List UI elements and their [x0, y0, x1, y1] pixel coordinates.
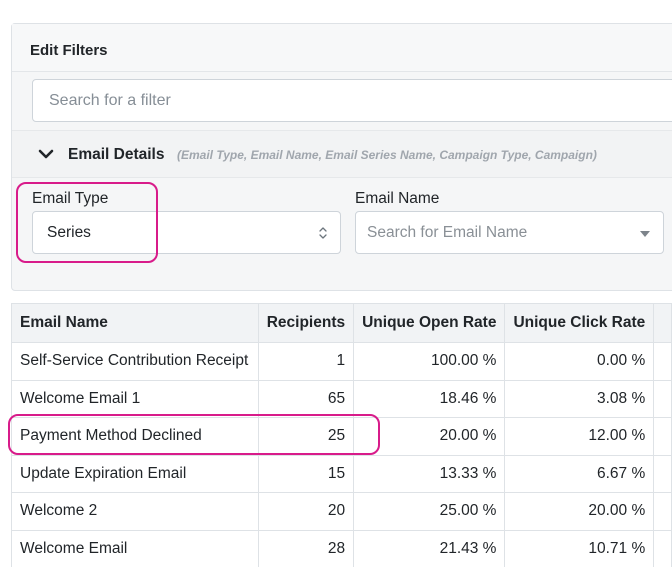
filter-search-input[interactable] — [32, 79, 672, 122]
email-type-select[interactable]: Series — [32, 211, 341, 254]
cell-click-rate: 20.00 % — [504, 492, 655, 531]
table-row: Welcome Email 1 65 18.46 % 3.08 % — [11, 379, 672, 418]
cell-email-name: Payment Method Declined — [11, 417, 259, 456]
email-details-section-toggle[interactable]: Email Details (Email Type, Email Name, E… — [12, 130, 672, 178]
chevron-down-icon[interactable] — [38, 146, 54, 162]
section-subtitle: (Email Type, Email Name, Email Series Na… — [177, 148, 597, 162]
cell-overflow — [653, 379, 672, 418]
cell-recipients: 65 — [257, 379, 355, 418]
cell-overflow — [653, 454, 672, 493]
email-stats-table: Email Name Recipients Unique Open Rate U… — [11, 303, 672, 567]
panel-header: Edit Filters — [12, 24, 672, 72]
column-header-email-name[interactable]: Email Name — [11, 303, 259, 343]
table-row: Welcome 2 20 25.00 % 20.00 % — [11, 492, 672, 531]
column-header-unique-open-rate[interactable]: Unique Open Rate — [353, 303, 506, 343]
email-type-label: Email Type — [32, 190, 109, 207]
table-row: Update Expiration Email 15 13.33 % 6.67 … — [11, 454, 672, 493]
cell-email-name: Welcome Email 1 — [11, 379, 259, 418]
cell-open-rate: 13.33 % — [353, 454, 506, 493]
cell-overflow — [653, 342, 672, 381]
cell-recipients: 15 — [257, 454, 355, 493]
email-type-value: Series — [47, 224, 91, 241]
cell-recipients: 1 — [257, 342, 355, 381]
table-row: Welcome Email 28 21.43 % 10.71 % — [11, 529, 672, 567]
cell-recipients: 28 — [257, 529, 355, 567]
cell-email-name: Self-Service Contribution Receipt — [11, 342, 259, 381]
cell-overflow — [653, 529, 672, 567]
cell-click-rate: 3.08 % — [504, 379, 655, 418]
cell-email-name: Update Expiration Email — [11, 454, 259, 493]
panel-title: Edit Filters — [30, 42, 108, 59]
cell-overflow — [653, 492, 672, 531]
column-header-unique-click-rate[interactable]: Unique Click Rate — [504, 303, 655, 343]
column-header-recipients[interactable]: Recipients — [257, 303, 355, 343]
cell-recipients: 20 — [257, 492, 355, 531]
caret-down-icon[interactable] — [639, 230, 651, 238]
cell-click-rate: 10.71 % — [504, 529, 655, 567]
email-type-highlight — [16, 182, 158, 263]
payment-declined-row-highlight — [8, 414, 380, 455]
cell-open-rate: 25.00 % — [353, 492, 506, 531]
edit-filters-panel: Edit Filters Email Details (Email Type, … — [11, 23, 672, 291]
cell-click-rate: 6.67 % — [504, 454, 655, 493]
email-name-placeholder: Search for Email Name — [367, 224, 528, 241]
cell-open-rate: 21.43 % — [353, 529, 506, 567]
section-title: Email Details — [68, 146, 165, 163]
table-row: Self-Service Contribution Receipt 1 100.… — [11, 342, 672, 381]
column-header-overflow — [653, 303, 672, 343]
cell-email-name: Welcome Email — [11, 529, 259, 567]
cell-open-rate: 100.00 % — [353, 342, 506, 381]
table-header-row: Email Name Recipients Unique Open Rate U… — [11, 303, 672, 343]
cell-overflow — [653, 417, 672, 456]
email-name-label: Email Name — [355, 190, 440, 207]
cell-click-rate: 0.00 % — [504, 342, 655, 381]
cell-email-name: Welcome 2 — [11, 492, 259, 531]
cell-click-rate: 12.00 % — [504, 417, 655, 456]
sort-updown-icon — [319, 227, 327, 239]
cell-open-rate: 18.46 % — [353, 379, 506, 418]
email-name-select[interactable]: Search for Email Name — [355, 211, 664, 254]
